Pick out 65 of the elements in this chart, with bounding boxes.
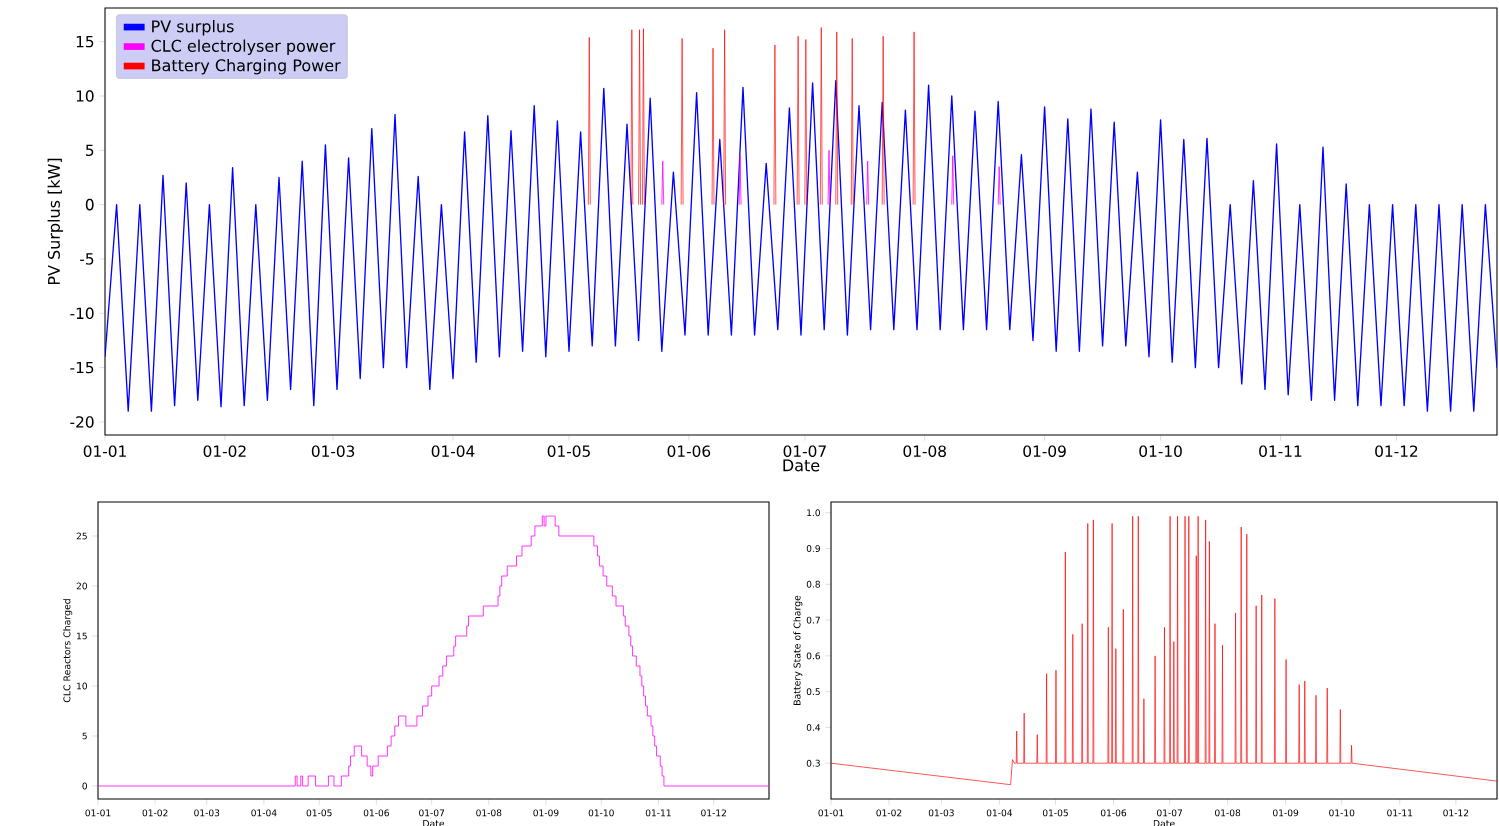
x-tick-label: 01-10 — [1139, 445, 1182, 457]
y-tick-label: 15 — [77, 632, 87, 640]
y-tick-label: 0.8 — [806, 580, 820, 588]
x-tick-label: 01-09 — [1273, 809, 1299, 817]
y-tick-label: 0.9 — [806, 545, 820, 552]
x-tick-label: 01-11 — [1387, 809, 1413, 817]
x-tick-label: 01-04 — [251, 809, 277, 817]
x-tick-label: 01-05 — [306, 809, 332, 817]
legend-label: CLC electrolyser power — [151, 39, 336, 55]
x-tick-label: 01-06 — [363, 809, 389, 817]
x-tick-label: 01-08 — [476, 809, 502, 817]
y-tick-label: -20 — [70, 416, 94, 428]
y-tick-label: 5 — [82, 732, 87, 740]
x-tick-label: 01-01 — [818, 809, 844, 817]
y-tick-label: 0.5 — [806, 688, 820, 696]
x-tick-label: 01-07 — [419, 809, 445, 817]
y-tick-label: 20 — [76, 582, 87, 590]
y-tick-label: 15 — [76, 35, 94, 48]
x-tick-label: 01-05 — [1042, 809, 1068, 817]
y-tick-label: 10 — [76, 90, 94, 102]
x-tick-label: 01-08 — [903, 445, 946, 457]
x-tick-label: 01-03 — [194, 809, 220, 817]
x-tick-label: 01-10 — [1329, 809, 1355, 817]
x-tick-label: 01-12 — [1375, 445, 1418, 457]
x-tick-label: 01-02 — [142, 809, 168, 817]
y-tick-label: -10 — [70, 307, 94, 320]
x-tick-label: 01-11 — [645, 809, 671, 817]
x-tick-label: 01-12 — [1443, 809, 1469, 817]
y-axis-title: CLC Reactors Charged — [63, 599, 73, 703]
x-tick-label: 01-09 — [533, 809, 559, 817]
y-axis-title: Battery State of Charge — [793, 595, 803, 705]
y-tick-label: 0.3 — [806, 759, 820, 767]
x-tick-label: 01-09 — [1023, 445, 1066, 457]
y-tick-label: 0 — [82, 782, 87, 790]
x-tick-label: 01-04 — [986, 809, 1013, 817]
x-axis-title: Date — [783, 459, 820, 472]
x-tick-label: 01-03 — [311, 445, 355, 457]
y-tick-label: 25 — [76, 532, 87, 540]
y-axis-title: PV Surplus [kW] — [47, 158, 64, 285]
y-tick-label: 0 — [85, 198, 94, 211]
x-tick-label: 01-10 — [588, 809, 614, 817]
x-tick-label: 01-12 — [701, 809, 726, 817]
legend-label: Battery Charging Power — [152, 58, 341, 75]
y-tick-label: 0.4 — [806, 724, 821, 731]
x-tick-label: 01-08 — [1215, 809, 1241, 817]
x-tick-label: 01-03 — [928, 809, 954, 817]
y-tick-label: 1.0 — [807, 509, 820, 517]
x-tick-label: 01-05 — [547, 445, 590, 457]
legend-label: PV surplus — [152, 20, 234, 36]
x-tick-label: 01-02 — [203, 445, 246, 457]
y-tick-label: 0.7 — [806, 616, 820, 624]
x-tick-label: 01-04 — [431, 445, 475, 457]
y-tick-label: -5 — [80, 253, 94, 265]
x-tick-label: 01-06 — [1100, 809, 1127, 817]
y-tick-label: -15 — [70, 361, 94, 374]
x-tick-label: 01-02 — [876, 809, 902, 817]
x-tick-label: 01-06 — [667, 445, 711, 457]
x-tick-label: 01-01 — [83, 445, 126, 457]
x-tick-label: 01-11 — [1259, 445, 1302, 457]
x-tick-label: 01-07 — [1157, 809, 1183, 817]
x-tick-label: 01-01 — [85, 809, 111, 817]
y-tick-label: 5 — [86, 144, 94, 157]
y-tick-label: 10 — [77, 682, 87, 690]
x-tick-label: 01-07 — [783, 445, 826, 457]
y-tick-label: 0.6 — [806, 652, 821, 660]
